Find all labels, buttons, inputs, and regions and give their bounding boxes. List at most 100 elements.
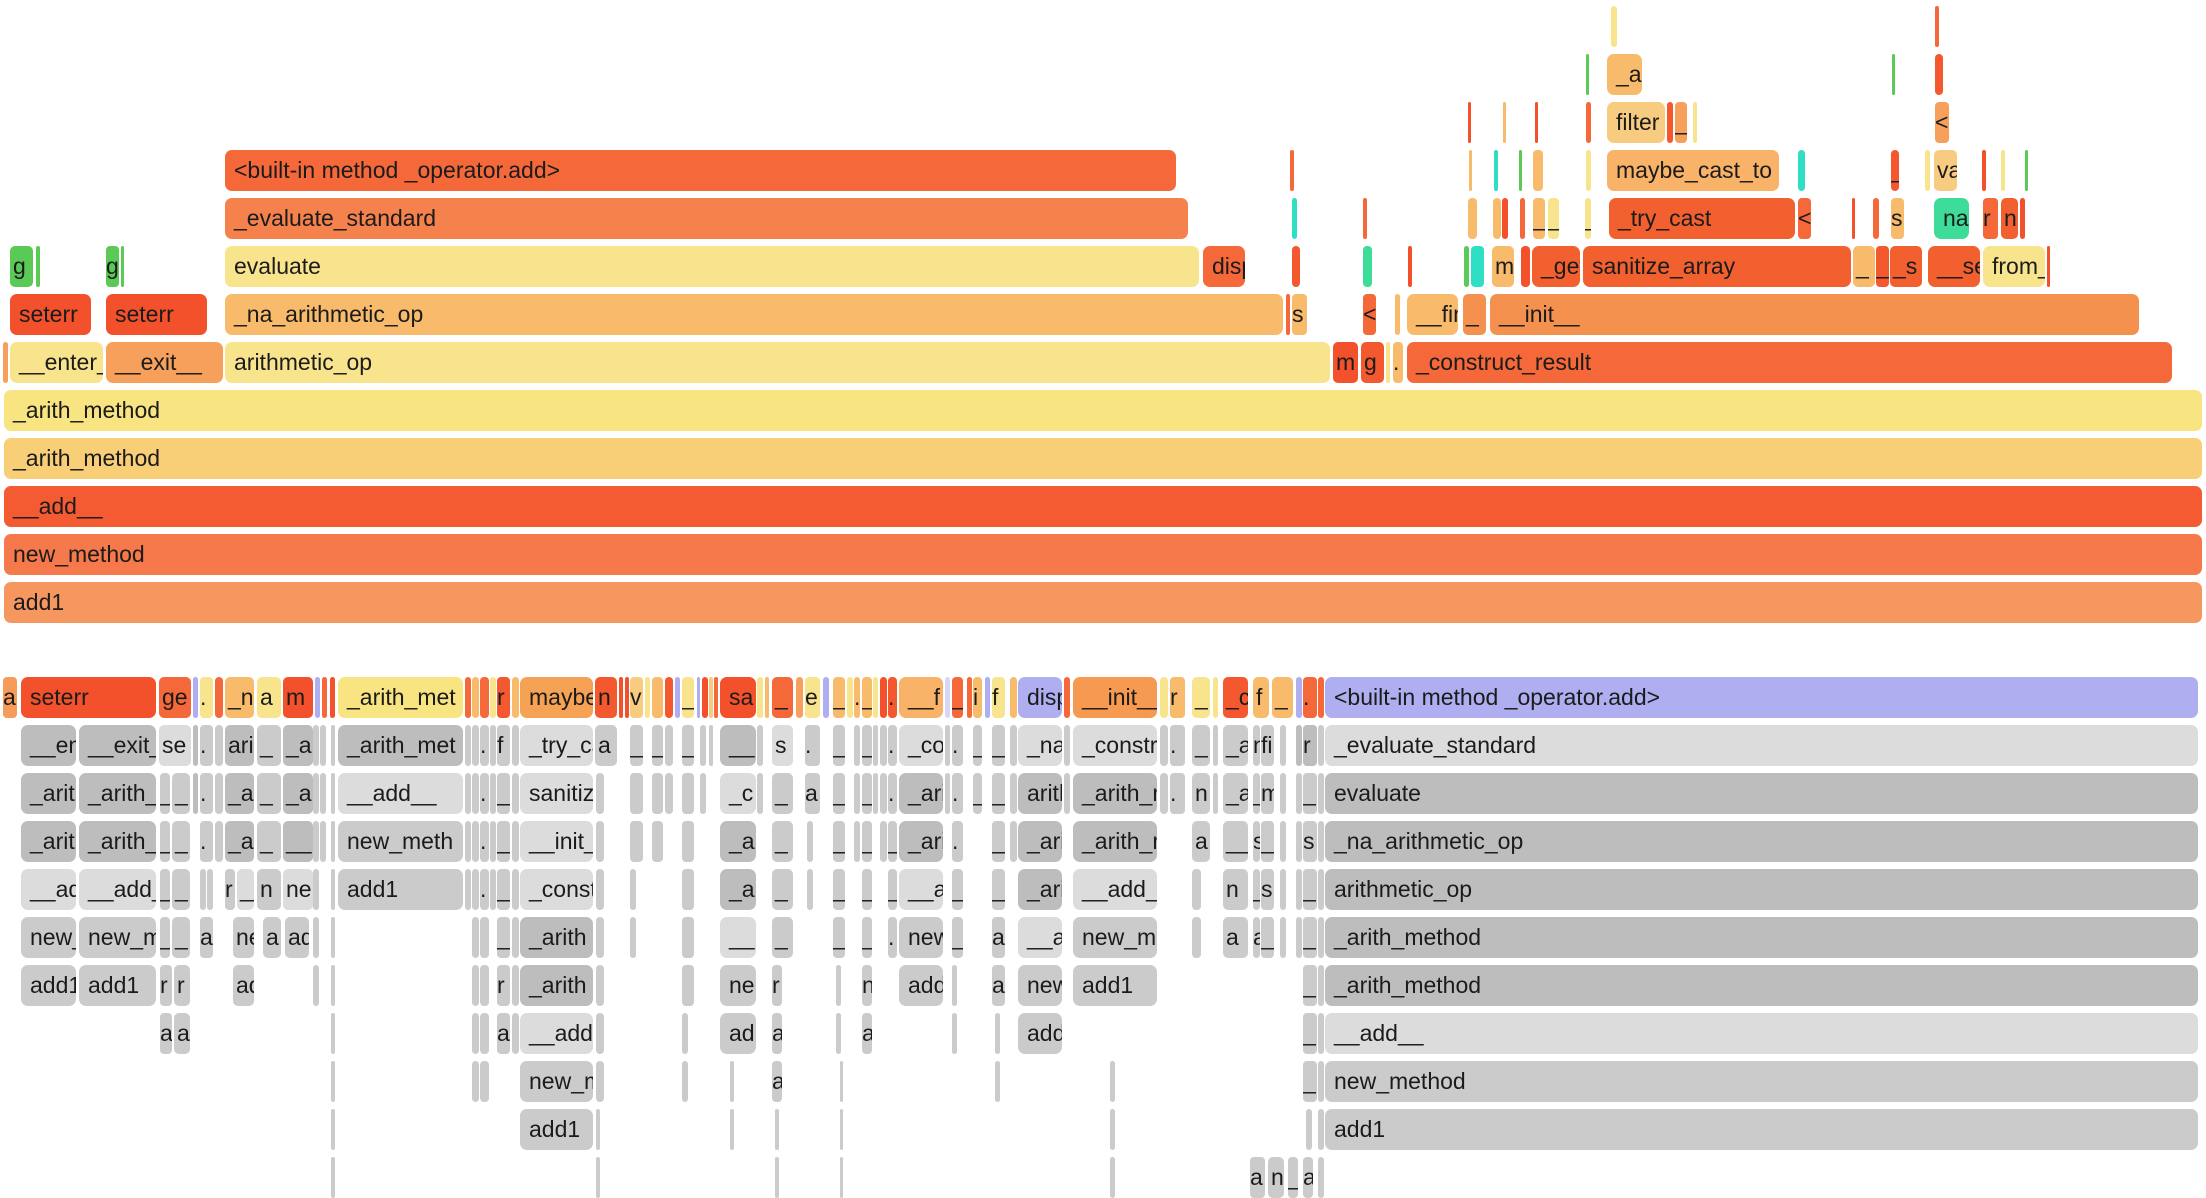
flame-frame[interactable]: _ [1272, 677, 1293, 718]
flame-frame[interactable] [709, 677, 713, 718]
flame-frame[interactable] [652, 821, 663, 862]
flame-frame[interactable]: a [992, 917, 1005, 958]
flame-frame[interactable] [1318, 1013, 1324, 1054]
flame-frame[interactable]: m [1333, 342, 1358, 383]
flame-frame[interactable]: _arith_m [79, 821, 156, 862]
flame-frame[interactable]: _ [1303, 1061, 1317, 1102]
flame-frame[interactable] [854, 773, 860, 814]
flame-frame[interactable]: _construct_result [1407, 342, 2172, 383]
flame-frame[interactable] [480, 1013, 489, 1054]
flame-frame[interactable]: ad [285, 917, 309, 958]
flame-frame[interactable] [1296, 821, 1302, 862]
flame-frame[interactable]: _c [1223, 677, 1248, 718]
flame-frame[interactable]: < [1935, 102, 1949, 143]
flame-frame[interactable] [1292, 246, 1300, 287]
flame-frame[interactable] [215, 773, 223, 814]
flame-frame[interactable]: _arith_method [4, 390, 2202, 431]
flame-frame[interactable]: a [257, 677, 281, 718]
flame-frame[interactable] [1110, 1157, 1115, 1198]
flame-frame[interactable] [714, 677, 718, 718]
flame-frame[interactable]: r [160, 965, 172, 1006]
flame-frame[interactable]: __add__ [79, 869, 156, 910]
flame-frame[interactable]: _try_cast [1609, 198, 1795, 239]
flame-frame[interactable] [675, 677, 680, 718]
flame-frame[interactable]: . [200, 773, 213, 814]
flame-frame[interactable]: filter [1607, 102, 1665, 143]
flame-frame[interactable]: _ [862, 869, 872, 910]
flame-frame[interactable] [1982, 150, 1986, 191]
flame-frame[interactable]: < [1798, 198, 1811, 239]
flame-frame[interactable] [331, 1013, 335, 1054]
flame-frame[interactable]: _ [862, 677, 872, 718]
flame-frame[interactable]: . [805, 725, 820, 766]
flame-frame[interactable]: a [3, 677, 17, 718]
flame-frame[interactable]: a [992, 965, 1005, 1006]
flame-frame[interactable]: s [1891, 198, 1904, 239]
flame-frame[interactable] [207, 869, 213, 910]
flame-frame[interactable]: ne [283, 869, 313, 910]
flame-frame[interactable] [682, 821, 694, 862]
flame-frame[interactable] [682, 1061, 688, 1102]
flame-frame[interactable] [682, 773, 694, 814]
flame-frame[interactable]: m [1261, 773, 1274, 814]
flame-frame[interactable] [2047, 246, 2050, 287]
flame-frame[interactable] [1318, 869, 1324, 910]
flame-frame[interactable]: a [497, 1013, 510, 1054]
flame-frame[interactable]: n [1268, 1157, 1284, 1198]
flame-frame[interactable] [1296, 677, 1302, 718]
flame-frame[interactable]: _a [1223, 725, 1248, 766]
flame-frame[interactable]: dispat [1203, 246, 1245, 287]
flame-frame[interactable] [1110, 1109, 1115, 1150]
flame-frame[interactable]: __add [21, 869, 76, 910]
flame-frame[interactable] [596, 917, 604, 958]
flame-frame[interactable]: s [1303, 821, 1317, 862]
flame-frame[interactable] [313, 869, 319, 910]
flame-frame[interactable] [193, 773, 198, 814]
flame-frame[interactable] [945, 677, 950, 718]
flame-frame[interactable]: __ad [899, 869, 943, 910]
flame-frame[interactable] [1306, 1109, 1312, 1150]
flame-frame[interactable]: _ [1585, 198, 1591, 239]
flame-frame[interactable] [995, 1061, 1000, 1102]
flame-frame[interactable]: add1 [4, 582, 2202, 623]
flame-frame[interactable]: . [952, 725, 963, 766]
flame-frame[interactable] [1296, 917, 1302, 958]
flame-frame[interactable] [1286, 294, 1290, 335]
flame-frame[interactable]: f [992, 677, 1005, 718]
flame-frame[interactable]: _a [225, 773, 254, 814]
flame-frame[interactable] [512, 965, 519, 1006]
flame-frame[interactable] [665, 773, 673, 814]
flame-frame[interactable]: _na_arithmetic_op [225, 294, 1283, 335]
flame-frame[interactable]: r [497, 677, 510, 718]
flame-frame[interactable]: _ [952, 917, 963, 958]
flame-frame[interactable] [2020, 198, 2025, 239]
flame-frame[interactable]: g [1361, 342, 1384, 383]
flame-frame[interactable] [1010, 821, 1017, 862]
flame-frame[interactable]: s [772, 725, 793, 766]
flame-frame[interactable] [1280, 773, 1286, 814]
flame-frame[interactable]: add1 [1325, 1109, 2198, 1150]
flame-frame[interactable]: _arith [21, 773, 76, 814]
flame-frame[interactable] [757, 773, 763, 814]
flame-frame[interactable] [313, 725, 319, 766]
flame-frame[interactable]: add1 [1018, 1013, 1062, 1054]
flame-frame[interactable] [1064, 725, 1070, 766]
flame-frame[interactable]: _ [888, 869, 897, 910]
flame-frame[interactable] [331, 1061, 335, 1102]
flame-frame[interactable]: a [595, 725, 617, 766]
flame-frame[interactable]: _ [973, 725, 982, 766]
flame-frame[interactable]: _ [1261, 917, 1274, 958]
flame-frame[interactable] [313, 965, 319, 1006]
flame-frame[interactable]: _ [992, 869, 1005, 910]
flame-frame[interactable] [1318, 1061, 1324, 1102]
flame-frame[interactable]: add1 [520, 1109, 593, 1150]
flame-frame[interactable]: _ [257, 725, 281, 766]
flame-frame[interactable]: _na_arithmetic_op [1325, 821, 2198, 862]
flame-frame[interactable]: f [497, 725, 510, 766]
flame-frame[interactable] [472, 965, 479, 1006]
flame-frame[interactable]: _ [833, 677, 845, 718]
flame-frame[interactable] [313, 773, 319, 814]
flame-frame[interactable]: a [772, 1013, 782, 1054]
flame-frame[interactable] [331, 773, 335, 814]
flame-frame[interactable]: _ [772, 821, 793, 862]
